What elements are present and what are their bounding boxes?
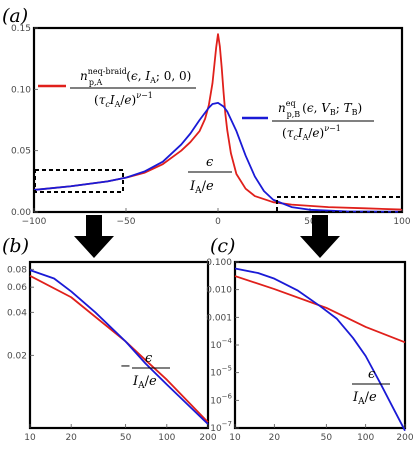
panel-a-xlabel: ϵ IA/e — [188, 155, 232, 196]
panel-a: −100 −50 0 50 100 0.00 0.05 0.10 0.15 (a) nneq-b… — [2, 5, 411, 227]
panel-b-frame — [28, 260, 210, 430]
arrow-down-left — [74, 215, 114, 258]
panel-c-xlabel-num: ϵ — [368, 367, 376, 382]
y-tick-label: 0.02 — [7, 351, 27, 361]
legend-blue-denominator: (τcIA/e)ν−1 — [282, 124, 341, 142]
panel-b-series — [29, 269, 209, 425]
legend-blue: neq p,B (ϵ, VB; TB) (τcIA/e)ν−1 — [242, 99, 374, 142]
panel-b: 10 20 50 100 200 0.08 0.06 0.04 0.02 (b) − ϵ IA/… — [2, 235, 217, 443]
y-tick-label: 0.15 — [11, 24, 31, 34]
y-tick-label: 10−4 — [210, 337, 232, 351]
panel-a-xlabel-den: IA/e — [189, 179, 214, 196]
y-tick-label: 0.00 — [11, 208, 31, 218]
arrow-down-right — [300, 215, 340, 258]
y-tick-label: 0.100 — [206, 258, 232, 268]
x-tick-label: 50 — [321, 433, 333, 443]
panel-a-series — [33, 33, 403, 213]
panel-a-xlabel-num: ϵ — [206, 155, 214, 170]
panel-b-xlabel-den: IA/e — [132, 374, 157, 391]
legend-blue-numerator: neq p,B (ϵ, VB; TB) — [278, 99, 362, 119]
panel-c-label: (c) — [210, 235, 235, 257]
y-tick-label: 10−6 — [210, 392, 232, 406]
x-tick-label: 20 — [65, 433, 77, 443]
panel-b-xlabel-num: ϵ — [145, 351, 153, 366]
x-tick-label: 20 — [269, 433, 281, 443]
panel-c-frame — [233, 260, 407, 430]
y-tick-label: 0.06 — [7, 283, 27, 293]
x-tick-label: −50 — [117, 217, 136, 227]
x-tick-label: 50 — [120, 433, 132, 443]
legend-red-denominator: (τcIA/e)ν−1 — [94, 91, 153, 109]
y-tick-label: 0.08 — [7, 265, 27, 275]
inset-box-left — [34, 169, 124, 193]
panel-a-axes: −100 −50 0 50 100 0.00 0.05 0.10 0.15 — [11, 24, 411, 227]
panel-c: 10 20 50 100 200 0.100 0.010 0.001 10−4 10−5 10−6 1… — [206, 235, 414, 443]
y-tick-label: 10−5 — [210, 365, 232, 379]
x-tick-label: 10 — [24, 433, 36, 443]
series-line-red — [29, 275, 209, 423]
x-tick-label: 100 — [357, 433, 374, 443]
x-tick-label: 100 — [158, 433, 175, 443]
series-line-red — [33, 33, 403, 211]
y-tick-label: 0.05 — [11, 147, 31, 157]
x-tick-label: −100 — [22, 217, 47, 227]
panel-c-xlabel-den: IA/e — [352, 390, 377, 407]
x-tick-label: 50 — [304, 217, 316, 227]
panel-b-xlabel-minus: − — [120, 359, 131, 374]
series-line-red — [234, 275, 406, 344]
y-tick-label: 0.04 — [7, 308, 27, 318]
panel-c-xlabel: ϵ IA/e — [352, 367, 390, 407]
panel-b-label: (b) — [2, 235, 29, 257]
x-tick-label: 200 — [199, 433, 216, 443]
panel-b-xlabel: − ϵ IA/e — [120, 351, 170, 391]
x-tick-label: 0 — [215, 217, 221, 227]
arrows — [74, 215, 340, 258]
panel-c-series — [234, 267, 406, 432]
panel-b-axes: 10 20 50 100 200 0.08 0.06 0.04 0.02 — [7, 265, 217, 443]
legend-red: nneq-braid p,A (ϵ, IA; 0, 0) (τcIA/e)ν−1 — [38, 67, 196, 109]
y-tick-label: 10−7 — [210, 420, 232, 434]
x-tick-label: 100 — [393, 217, 410, 227]
series-line-blue — [33, 101, 403, 213]
y-tick-label: 0.010 — [206, 286, 232, 296]
series-line-blue — [29, 269, 209, 425]
y-tick-label: 0.10 — [11, 85, 31, 95]
x-tick-label: 200 — [396, 433, 413, 443]
panel-c-axes: 10 20 50 100 200 0.100 0.010 0.001 10−4 10−5 10−6 1… — [206, 258, 414, 443]
legend-red-numerator: nneq-braid p,A (ϵ, IA; 0, 0) — [80, 67, 191, 87]
panel-a-label: (a) — [2, 5, 28, 27]
y-tick-label: 0.001 — [206, 313, 232, 323]
series-line-blue — [234, 267, 406, 432]
x-tick-label: 10 — [229, 433, 241, 443]
